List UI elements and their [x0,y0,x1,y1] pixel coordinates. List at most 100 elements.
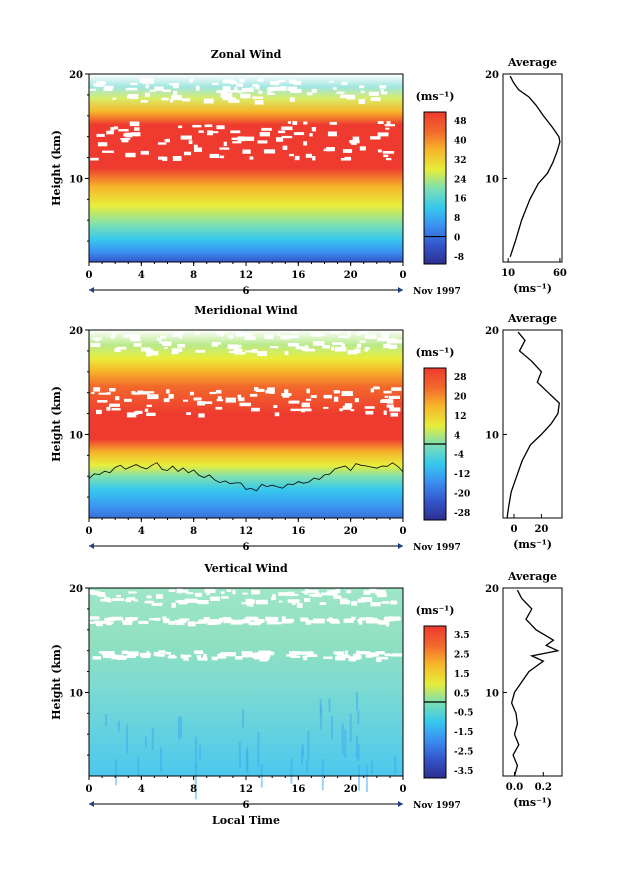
data-gap [162,89,171,93]
data-gap [288,153,294,157]
data-gap [171,351,179,355]
data-gap [300,617,309,622]
data-gap [345,650,349,655]
data-gap [95,337,100,342]
data-gap [153,651,160,657]
chart-title: Vertical Wind [203,562,288,575]
data-gap [106,406,111,411]
data-gap [359,617,366,621]
data-gap [290,655,301,658]
data-gap [209,619,222,623]
data-gap [198,619,209,623]
data-gap [259,132,270,137]
data-gap [216,125,225,130]
colorbar-label: -8 [454,253,464,263]
profile-frame [502,73,563,263]
data-gap [192,124,202,128]
data-gap [233,344,242,348]
profile-title: Average [507,570,557,583]
data-gap [120,138,131,141]
colorbar-label: -0.5 [454,709,473,719]
profile-xlabel: (ms⁻¹) [513,282,552,295]
profile-line [506,331,560,519]
data-gap [255,620,263,624]
data-gap [327,131,337,137]
data-gap [303,141,308,146]
data-gap [130,338,141,342]
data-gap [215,406,223,410]
data-gap [278,79,286,82]
date-label: 6 [243,800,250,811]
data-gap [210,596,221,601]
data-gap [379,85,387,89]
data-gap [112,598,125,601]
data-gap [267,87,271,93]
data-gap [383,618,390,623]
data-gap [175,600,185,603]
x-tick-label: 12 [239,784,253,795]
data-gap [136,343,141,346]
data-gap [377,132,389,137]
data-gap [193,397,202,401]
colorbar-label: -1.5 [454,728,473,738]
data-gap [342,149,353,153]
heatmap-field [89,74,403,262]
x-tick-label: 8 [190,526,197,537]
data-gap [159,653,165,657]
data-gap [349,140,360,144]
data-gap [154,617,161,621]
data-gap [323,406,329,409]
data-gap [169,83,179,86]
profile-x-tick-label: 0.2 [535,782,552,793]
date-bar-start-arrow [89,801,94,807]
updraft-streak [194,765,197,800]
data-gap [126,412,137,418]
data-gap [197,600,209,605]
y-axis-label: Height (km) [50,644,63,720]
updraft-streak [137,757,140,776]
data-gap [287,342,300,347]
data-gap [89,621,96,624]
data-gap [104,617,109,623]
x-tick-label: 16 [291,526,305,537]
data-gap [294,155,300,161]
data-gap [384,617,394,620]
data-gap [270,346,279,349]
data-gap [196,654,201,658]
data-gap [168,654,176,659]
data-gap [116,346,127,350]
y-tick-label: 20 [69,326,83,337]
profile-y-tick-label: 20 [485,326,499,337]
updraft-streak [144,736,147,748]
data-gap [219,617,226,621]
data-gap [379,590,386,594]
data-gap [90,343,101,347]
data-gap [220,591,225,595]
data-gap [326,618,335,622]
data-gap [181,655,187,658]
date-suffix: Nov 1997 [413,543,461,553]
data-gap [254,387,259,391]
data-gap [274,412,280,417]
data-gap [356,332,361,336]
data-gap [351,600,358,606]
data-gap [96,81,106,86]
data-gap [149,89,156,92]
data-gap [144,408,149,412]
data-gap [344,403,353,408]
data-gap [274,86,279,89]
colorbar-label: 0.5 [454,689,470,699]
data-gap [380,89,384,93]
data-gap [356,650,360,655]
data-gap [391,387,402,391]
data-gap [252,349,258,353]
data-gap [158,650,166,653]
y-tick-label: 20 [69,584,83,595]
data-gap [94,84,104,87]
updraft-streak [115,759,118,786]
data-gap [304,598,311,602]
data-gap [384,124,395,127]
data-gap [92,656,102,660]
data-gap [292,600,296,605]
data-gap [209,153,220,158]
